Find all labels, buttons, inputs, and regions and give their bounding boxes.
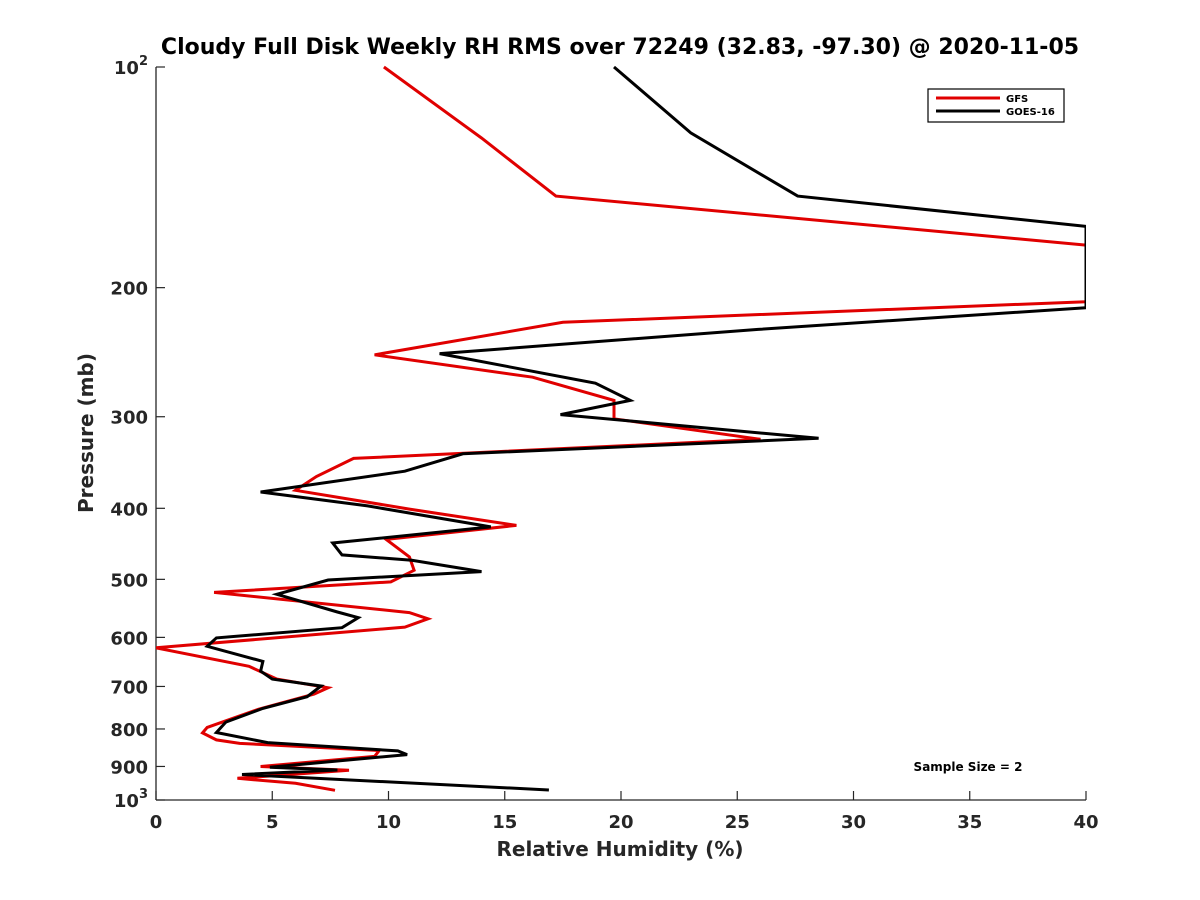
x-tick-label: 15: [492, 812, 517, 833]
x-tick-label: 25: [725, 812, 750, 833]
x-tick-label: 35: [957, 812, 982, 833]
y-tick-label: 600: [110, 628, 148, 649]
legend-label: GOES-16: [1006, 107, 1055, 118]
sample-size-annotation: Sample Size = 2: [914, 760, 1023, 774]
y-tick-label: 400: [110, 499, 148, 520]
y-tick-label: 500: [110, 570, 148, 591]
y-tick-label: 200: [110, 279, 148, 300]
y-tick-label: 300: [110, 408, 148, 429]
legend-label: GFS: [1006, 94, 1028, 105]
legend-box: [927, 88, 1065, 123]
y-tick-label: 102: [114, 54, 148, 79]
x-tick-label: 10: [376, 812, 401, 833]
x-tick-label: 30: [841, 812, 866, 833]
x-tick-label: 5: [266, 812, 279, 833]
legend: GFS GOES-16: [927, 88, 1065, 123]
x-tick-label: 0: [150, 812, 163, 833]
y-tick-label: 700: [110, 677, 148, 698]
x-tick-label: 20: [608, 812, 633, 833]
y-axis-label: Pressure (mb): [74, 353, 98, 513]
x-axis-label: Relative Humidity (%): [496, 837, 743, 861]
x-tick-label: 40: [1073, 812, 1098, 833]
y-tick-label: 800: [110, 720, 148, 741]
series-line-goes-16: [204, 65, 1086, 792]
series-layer: [156, 65, 1086, 792]
y-tick-label: 103: [114, 787, 148, 812]
chart-title: Cloudy Full Disk Weekly RH RMS over 7224…: [161, 35, 1079, 60]
plot-axes: 0 5 10 15 20 25 30 35 40 102 200 300 400 500 600 700 800…: [110, 54, 1098, 833]
y-tick-label: 900: [110, 757, 148, 778]
series-line-gfs: [156, 65, 1086, 792]
